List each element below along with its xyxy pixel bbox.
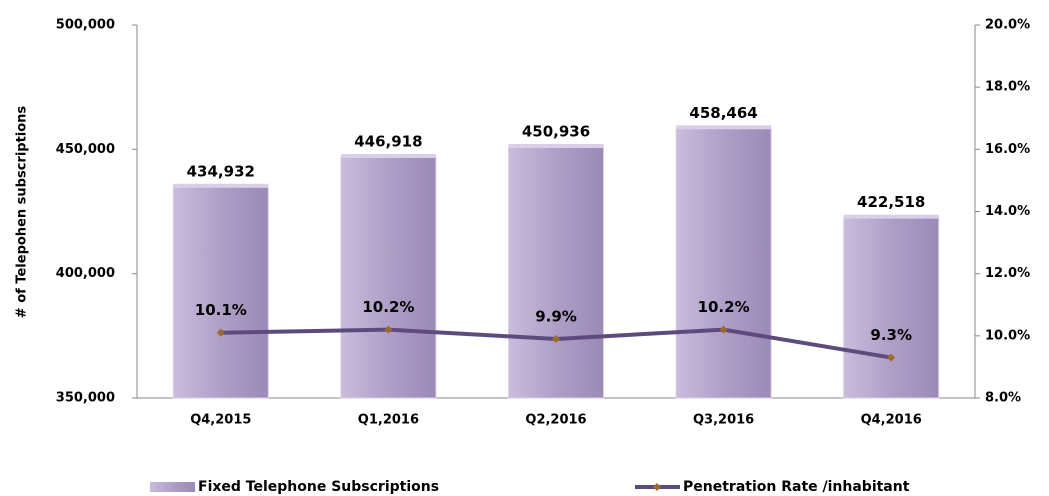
y-axis-label: # of Telepohen subscriptions <box>15 106 30 319</box>
line-marker <box>887 353 896 362</box>
legend-marker <box>653 483 661 491</box>
bar-top <box>173 183 269 188</box>
bar-value-label: 434,932 <box>187 162 255 180</box>
bar <box>172 186 269 399</box>
bar-value-label: 422,518 <box>857 193 925 211</box>
y2-tick-label: 18.0% <box>985 80 1030 95</box>
y-tick-label: 450,000 <box>56 142 115 157</box>
line-value-label: 10.2% <box>698 298 750 316</box>
x-tick-label: Q4,2016 <box>861 413 922 428</box>
bar-top <box>340 153 436 158</box>
y2-tick-label: 8.0% <box>985 391 1021 406</box>
line-marker <box>384 325 393 334</box>
bar <box>843 217 940 399</box>
bar <box>675 127 772 399</box>
bar <box>340 156 437 399</box>
y2-tick-label: 10.0% <box>985 328 1030 343</box>
y2-tick-label: 16.0% <box>985 142 1030 157</box>
line-marker <box>552 334 560 343</box>
line-marker <box>216 328 225 337</box>
y-tick-label: 400,000 <box>56 266 115 281</box>
y-tick-label: 500,000 <box>56 18 115 33</box>
y2-tick-label: 12.0% <box>985 266 1030 281</box>
y2-tick-label: 14.0% <box>985 204 1030 219</box>
bar-value-label: 450,936 <box>522 123 590 141</box>
x-tick-label: Q1,2016 <box>358 413 419 428</box>
line-value-label: 9.9% <box>535 307 577 325</box>
bar-value-label: 458,464 <box>689 104 757 122</box>
line-value-label: 10.2% <box>362 298 414 316</box>
x-tick-label: Q4,2015 <box>190 413 251 428</box>
line-value-label: 10.1% <box>195 301 247 319</box>
legend-swatch <box>150 482 195 492</box>
x-tick-label: Q2,2016 <box>525 413 586 428</box>
x-tick-label: Q3,2016 <box>693 413 754 428</box>
legend-label: Penetration Rate /inhabitant <box>683 479 910 495</box>
y2-tick-label: 20.0% <box>985 18 1030 33</box>
bar-top <box>843 214 939 219</box>
bar <box>508 146 604 399</box>
legend-label: Fixed Telephone Subscriptions <box>198 479 439 495</box>
y-tick-label: 350,000 <box>56 391 115 406</box>
line-marker <box>719 325 728 334</box>
bar-top <box>508 144 604 149</box>
bar-top <box>676 125 772 130</box>
line-value-label: 9.3% <box>870 326 912 344</box>
bar-value-label: 446,918 <box>354 132 422 150</box>
